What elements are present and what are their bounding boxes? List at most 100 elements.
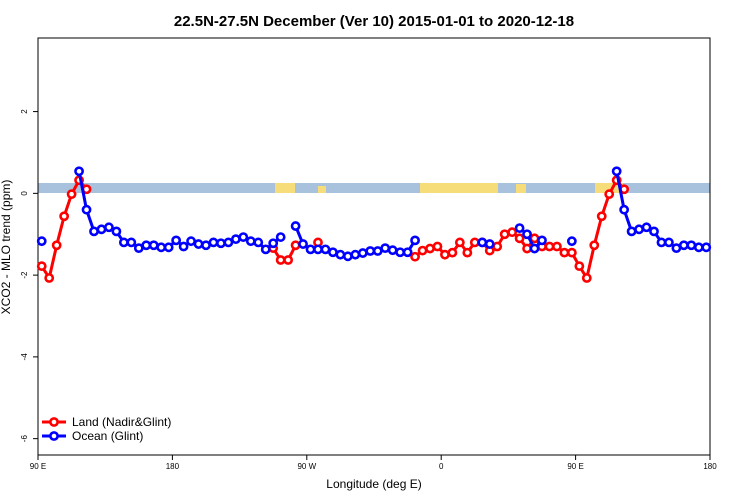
data-point: [44, 273, 55, 283]
data-point: [178, 241, 189, 252]
data-point: [59, 211, 70, 222]
data-point: [111, 226, 122, 237]
data-point: [96, 224, 107, 235]
x-tick-label: 0: [439, 462, 444, 471]
x-tick-label: 90 E: [30, 462, 46, 471]
data-point: [440, 249, 450, 260]
data-point: [238, 232, 249, 242]
data-point: [342, 251, 353, 262]
data-point: [357, 248, 368, 258]
x-tick-label: 90 W: [297, 462, 316, 471]
data-point: [298, 239, 308, 249]
data-point: [328, 247, 338, 258]
data-point: [89, 226, 99, 237]
data-point: [701, 242, 712, 253]
legend: Land (Nadir&Glint)Ocean (Glint): [42, 415, 171, 443]
data-point: [275, 255, 286, 265]
land-strip: [516, 184, 526, 193]
y-tick-label: -2: [20, 271, 29, 279]
data-point: [425, 243, 435, 254]
data-point: [634, 224, 644, 235]
data-point: [268, 238, 279, 249]
data-point: [290, 221, 301, 231]
data-point: [589, 240, 600, 251]
y-tick-label: 0: [20, 191, 29, 196]
chart-title: 22.5N-27.5N December (Ver 10) 2015-01-01…: [174, 13, 574, 30]
y-tick-label: -6: [20, 435, 29, 443]
data-point: [410, 235, 420, 246]
data-point: [604, 189, 615, 200]
land-strip: [275, 183, 295, 193]
legend-marker: [49, 431, 59, 441]
data-point: [275, 232, 286, 242]
data-point: [507, 227, 518, 238]
land-strip: [318, 186, 326, 193]
data-point: [36, 236, 47, 247]
land-strip: [595, 183, 623, 193]
map-strip: [38, 183, 710, 193]
data-point: [402, 247, 413, 258]
data-point: [544, 241, 555, 252]
data-point: [208, 237, 219, 248]
data-point: [230, 234, 241, 245]
data-point: [118, 237, 129, 248]
data-point: [432, 241, 443, 252]
data-point: [283, 255, 294, 265]
data-point: [693, 242, 704, 253]
data-point: [469, 237, 480, 248]
data-point: [417, 245, 428, 256]
data-point: [290, 240, 301, 251]
data-point: [514, 223, 525, 234]
data-point: [454, 237, 465, 248]
data-point: [656, 237, 667, 248]
data-point: [380, 243, 391, 254]
data-point: [566, 236, 577, 247]
data-point: [410, 251, 420, 262]
data-point: [36, 261, 47, 272]
data-point: [484, 239, 495, 249]
data-point: [522, 229, 532, 240]
data-point: [51, 240, 62, 251]
data-point: [372, 246, 383, 256]
data-point: [186, 236, 196, 247]
data-point: [626, 226, 637, 237]
data-point: [678, 240, 689, 251]
land-strip: [420, 183, 498, 193]
data-point: [126, 237, 137, 248]
data-point: [611, 166, 622, 177]
data-point: [245, 236, 256, 247]
data-point: [163, 242, 174, 253]
data-point: [320, 244, 331, 255]
data-point: [216, 238, 226, 249]
data-point: [141, 240, 152, 251]
data-point: [641, 222, 652, 233]
ocean-strip: [38, 183, 710, 193]
data-point: [537, 235, 547, 246]
data-point: [350, 249, 361, 260]
data-point: [671, 243, 682, 254]
data-point: [447, 247, 458, 258]
data-point: [574, 261, 585, 272]
data-point: [260, 244, 271, 255]
data-point: [529, 243, 540, 254]
legend-label: Land (Nadir&Glint): [72, 415, 171, 429]
x-axis-label: Longitude (deg E): [326, 477, 421, 491]
x-tick-label: 90 E: [567, 462, 583, 471]
data-point: [664, 237, 674, 248]
data-point: [313, 244, 323, 255]
data-point: [253, 237, 264, 248]
y-axis-label: XCO2 - MLO trend (ppm): [0, 180, 13, 315]
data-point: [201, 240, 211, 251]
y-tick-label: 2: [20, 109, 29, 114]
data-point: [193, 239, 204, 249]
data-point: [477, 237, 488, 248]
data-point: [74, 166, 84, 177]
data-point: [104, 222, 114, 233]
data-point: [66, 189, 77, 200]
legend-label: Ocean (Glint): [72, 429, 143, 443]
data-point: [462, 247, 473, 258]
legend-marker: [49, 417, 59, 427]
plot-area: [36, 166, 712, 283]
data-point: [395, 247, 406, 258]
x-tick-label: 180: [166, 462, 180, 471]
